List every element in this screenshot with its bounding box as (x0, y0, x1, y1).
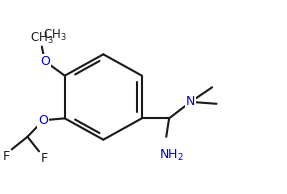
Text: CH$_3$: CH$_3$ (43, 28, 67, 43)
Text: O: O (40, 55, 50, 68)
Text: NH$_2$: NH$_2$ (160, 147, 185, 163)
Text: F: F (40, 152, 48, 165)
Text: F: F (3, 150, 10, 163)
Text: CH$_3$: CH$_3$ (30, 30, 54, 46)
Text: O: O (38, 114, 48, 127)
Text: N: N (186, 95, 195, 108)
